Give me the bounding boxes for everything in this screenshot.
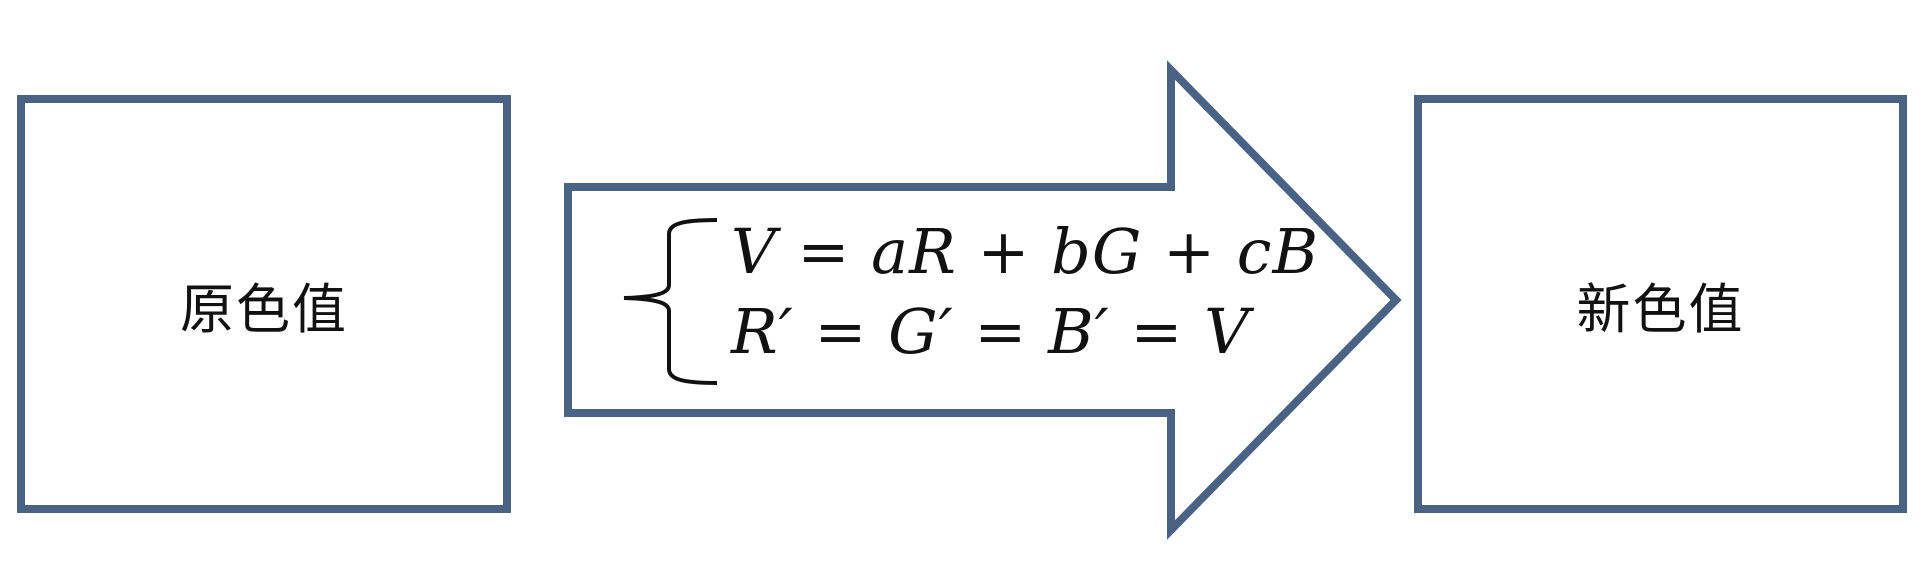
target-color-box: 新色值 xyxy=(1414,95,1907,513)
source-color-label: 原色值 xyxy=(180,277,348,341)
target-color-label: 新色值 xyxy=(1576,277,1745,341)
transform-arrow xyxy=(564,60,1402,540)
equation-line-1: V = aR + bG + cB xyxy=(731,215,1320,288)
formula-block: V = aR + bG + cB R′ = G′ = B′ = V xyxy=(621,215,1318,385)
equation-brace xyxy=(623,218,718,385)
source-color-box: 原色值 xyxy=(17,95,511,513)
equation-line-2: R′ = G′ = B′ = V xyxy=(731,295,1250,368)
